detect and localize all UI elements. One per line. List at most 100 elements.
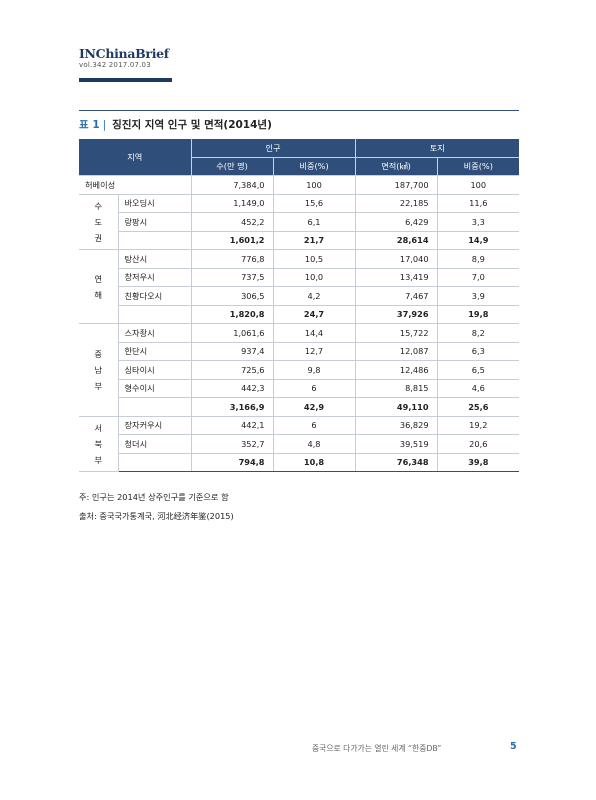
- city-area: 8,815: [354, 378, 438, 398]
- city-area: 6,429: [354, 212, 438, 232]
- province-area: 187,700: [354, 175, 438, 195]
- city-area: 22,185: [354, 193, 438, 213]
- city-area-share: 8,2: [436, 323, 520, 343]
- city-pop-share: 4,8: [272, 434, 356, 454]
- city-pop-share: 12,7: [272, 341, 356, 361]
- city-pop: 937,4: [190, 341, 274, 361]
- subtotal-area-share: 19,8: [436, 304, 520, 324]
- province-name: 허베이성: [79, 175, 192, 195]
- city-pop: 442,1: [190, 415, 274, 435]
- subtotal-pop-share: 10,8: [272, 452, 356, 472]
- city-area-share: 19,2: [436, 415, 520, 435]
- table-row: 청더시 352,7 4,8 39,519 20,6: [79, 434, 520, 454]
- table-row: 중 남 부 스자좡시 1,061,6 14,4 15,722 8,2: [79, 323, 520, 417]
- subtotal-pop: 1,601,2: [190, 230, 274, 250]
- subtotal-pop: 3,166,9: [190, 397, 274, 417]
- city-name: 창저우시: [117, 267, 192, 287]
- city-area-share: 6,3: [436, 341, 520, 361]
- city-area: 12,087: [354, 341, 438, 361]
- city-pop-share: 14,4: [272, 323, 356, 343]
- table-row: 연 해 탕산시 776,8 10,5 17,040 8,9: [79, 249, 520, 324]
- subtotal-label: [117, 304, 192, 324]
- city-pop-share: 6,1: [272, 212, 356, 232]
- table-row: 서 북 부 장자커우시 442,1 6 36,829 19,2: [79, 415, 520, 472]
- city-name: 친황다오시: [117, 286, 192, 306]
- subtotal-label: [117, 397, 192, 417]
- header-land-value: 면적(㎢): [354, 156, 438, 176]
- city-area: 7,467: [354, 286, 438, 306]
- city-name: 한단시: [117, 341, 192, 361]
- subtotal-row: 1,820,8 24,7 37,926 19,8: [79, 304, 520, 324]
- header-population: 인구: [190, 139, 356, 158]
- header-land: 토지: [354, 139, 520, 158]
- city-pop: 725,6: [190, 360, 274, 380]
- page-number: 5: [510, 741, 517, 752]
- subtotal-pop-share: 24,7: [272, 304, 356, 324]
- city-area-share: 7,0: [436, 267, 520, 287]
- city-area: 13,419: [354, 267, 438, 287]
- issue-info: vol.342 2017.07.03: [79, 61, 151, 69]
- caption-top-rule: [79, 110, 519, 111]
- city-pop: 776,8: [190, 249, 274, 269]
- brand-underline: [79, 78, 172, 82]
- city-area: 15,722: [354, 323, 438, 343]
- city-pop: 452,2: [190, 212, 274, 232]
- city-name: 장자커우시: [117, 415, 192, 435]
- city-name: 청더시: [117, 434, 192, 454]
- city-pop: 737,5: [190, 267, 274, 287]
- subtotal-label: [117, 230, 192, 250]
- city-pop-share: 6: [272, 378, 356, 398]
- city-name: 스자좡시: [117, 323, 192, 343]
- subtotal-label: [117, 452, 192, 472]
- city-area-share: 8,9: [436, 249, 520, 269]
- city-pop: 1,149,0: [190, 193, 274, 213]
- subtotal-area: 28,614: [354, 230, 438, 250]
- subtotal-area: 49,110: [354, 397, 438, 417]
- subtotal-row: 1,601,2 21,7 28,614 14,9: [79, 230, 520, 250]
- table-row: 수 도 권 바오딩시 1,149,0 15,6 22,185 11,6: [79, 193, 520, 250]
- subtotal-pop: 794,8: [190, 452, 274, 472]
- table-note: 주: 인구는 2014년 상주인구를 기준으로 함: [79, 492, 229, 502]
- city-pop-share: 10,0: [272, 267, 356, 287]
- subtotal-area-share: 25,6: [436, 397, 520, 417]
- subtotal-pop: 1,820,8: [190, 304, 274, 324]
- subtotal-area-share: 39,8: [436, 452, 520, 472]
- city-area-share: 6,5: [436, 360, 520, 380]
- city-area: 12,486: [354, 360, 438, 380]
- city-pop: 442,3: [190, 378, 274, 398]
- subtotal-row: 3,166,9 42,9 49,110 25,6: [79, 397, 520, 417]
- city-area: 17,040: [354, 249, 438, 269]
- subtotal-area: 37,926: [354, 304, 438, 324]
- footer-text: 중국으로 다가가는 열린 세계 “한중DB”: [312, 744, 442, 753]
- header-pop-value: 수(만 명): [190, 156, 274, 176]
- city-pop-share: 9,8: [272, 360, 356, 380]
- subtotal-area: 76,348: [354, 452, 438, 472]
- city-area: 39,519: [354, 434, 438, 454]
- table-row: 형수이시 442,3 6 8,815 4,6: [79, 378, 520, 398]
- city-name: 싱타이시: [117, 360, 192, 380]
- population-area-table: 지역 인구 토지 수(만 명) 비중(%) 면적(㎢) 비중(%) 허베이성 7…: [79, 139, 520, 472]
- city-pop: 1,061,6: [190, 323, 274, 343]
- city-area-share: 11,6: [436, 193, 520, 213]
- header-region: 지역: [79, 139, 192, 176]
- city-area-share: 4,6: [436, 378, 520, 398]
- brand-block: INChinaBrief vol.342 2017.07.03: [79, 47, 169, 70]
- city-pop: 352,7: [190, 434, 274, 454]
- table-row: 한단시 937,4 12,7 12,087 6,3: [79, 341, 520, 361]
- city-name: 랑팡시: [117, 212, 192, 232]
- city-area-share: 20,6: [436, 434, 520, 454]
- city-name: 탕산시: [117, 249, 192, 269]
- table-row-province: 허베이성 7,384,0 100 187,700 100: [79, 175, 520, 195]
- city-pop: 306,5: [190, 286, 274, 306]
- subtotal-row: 794,8 10,8 76,348 39,8: [79, 452, 520, 472]
- header-land-share: 비중(%): [436, 156, 520, 176]
- table-row: 싱타이시 725,6 9,8 12,486 6,5: [79, 360, 520, 380]
- city-pop-share: 10,5: [272, 249, 356, 269]
- caption-number: 표 1: [79, 119, 100, 131]
- brand-title: INChinaBrief: [79, 46, 169, 61]
- city-name: 형수이시: [117, 378, 192, 398]
- caption-title: 징진지 지역 인구 및 면적(2014년): [112, 119, 272, 131]
